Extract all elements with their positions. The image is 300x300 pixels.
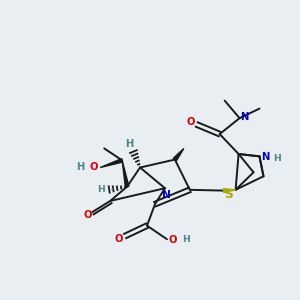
Text: O: O xyxy=(115,234,123,244)
Text: S: S xyxy=(224,188,233,201)
Text: O: O xyxy=(169,235,177,245)
Text: H: H xyxy=(98,185,105,194)
Polygon shape xyxy=(122,160,129,187)
Text: N: N xyxy=(162,190,171,200)
Polygon shape xyxy=(224,189,236,193)
Text: H: H xyxy=(182,236,190,244)
Text: H: H xyxy=(274,154,281,163)
Text: H: H xyxy=(125,139,133,148)
Text: H: H xyxy=(76,162,84,172)
Text: O: O xyxy=(90,162,98,172)
Polygon shape xyxy=(100,159,123,167)
Polygon shape xyxy=(173,148,184,161)
Text: O: O xyxy=(187,117,195,127)
Text: ″: ″ xyxy=(110,187,113,196)
Text: O: O xyxy=(83,209,92,220)
Text: N: N xyxy=(240,112,248,122)
Text: N: N xyxy=(261,152,269,162)
